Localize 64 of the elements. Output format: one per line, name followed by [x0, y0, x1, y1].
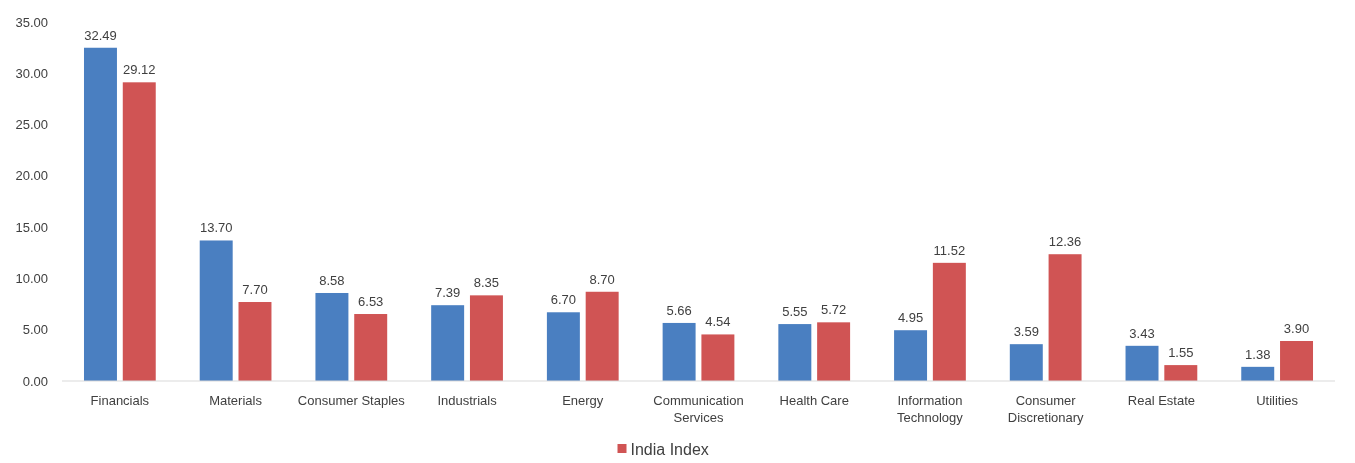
- y-tick-label: 5.00: [22, 322, 48, 338]
- x-tick-label: Communication Services: [653, 393, 744, 425]
- y-tick-label: 25.00: [15, 117, 48, 133]
- bar: [431, 305, 465, 381]
- x-tick-label: Information Technology: [897, 393, 964, 425]
- bar: [546, 312, 580, 381]
- bar: [1241, 366, 1275, 381]
- x-tick-label: Health Care: [779, 393, 849, 408]
- bar: [817, 322, 851, 381]
- text: 3.43: [1129, 325, 1155, 341]
- y-tick-label: 30.00: [15, 65, 48, 81]
- text: 5.55: [782, 304, 808, 320]
- bar: [1009, 344, 1043, 381]
- bar: [122, 82, 156, 381]
- bar: [932, 262, 966, 381]
- text: 7.39: [435, 285, 461, 301]
- text: 3.59: [1013, 324, 1039, 340]
- x-tick-label: Real Estate: [1127, 393, 1196, 408]
- bar: [701, 334, 735, 381]
- bar: [894, 330, 928, 381]
- bar: [1164, 365, 1198, 381]
- bar: [238, 302, 272, 381]
- bar: [83, 47, 117, 381]
- text: 8.70: [589, 271, 615, 287]
- bar: [469, 295, 503, 381]
- text: 4.54: [705, 314, 731, 330]
- text: 7.70: [242, 282, 268, 298]
- x-tick-label: Energy: [562, 393, 604, 408]
- bar: [662, 322, 696, 381]
- bar: [354, 314, 388, 381]
- text: 8.58: [319, 272, 345, 288]
- y-tick-label: 0.00: [22, 373, 48, 389]
- text: 3.90: [1283, 321, 1310, 336]
- y-tick-label: 35.00: [15, 14, 48, 30]
- text: 1.38: [1245, 346, 1271, 362]
- text: 8.35: [473, 275, 500, 291]
- y-tick-label: 20.00: [15, 168, 48, 184]
- text: 5.72: [820, 302, 847, 318]
- text: 4.95: [897, 310, 924, 326]
- x-tick-label: Financials: [90, 393, 150, 408]
- bar: [315, 292, 349, 381]
- y-tick-label: 10.00: [15, 270, 48, 286]
- bar: [1280, 341, 1314, 381]
- x-tick-label: Materials: [209, 393, 263, 408]
- bar: [1048, 254, 1082, 381]
- text: 6.70: [550, 292, 577, 308]
- bar: [1125, 345, 1159, 381]
- x-tick-label: Utilities: [1256, 393, 1299, 408]
- bar: [778, 324, 812, 381]
- bar: [199, 240, 233, 381]
- text: 32.49: [84, 27, 117, 43]
- x-tick-label: Consumer Discretionary: [1007, 393, 1085, 425]
- legend-label: India Index: [630, 440, 709, 458]
- text: 6.53: [358, 294, 384, 310]
- x-tick-label: Industrials: [437, 393, 498, 408]
- text: 5.66: [666, 302, 692, 318]
- text: 11.52: [933, 242, 966, 258]
- y-tick-label: 15.00: [15, 219, 48, 235]
- text: 29.12: [122, 62, 156, 78]
- x-tick-label: Consumer Staples: [297, 393, 406, 408]
- bar: [585, 291, 619, 381]
- text: 13.70: [199, 220, 233, 236]
- text: 12.36: [1048, 234, 1082, 250]
- text: 1.55: [1168, 345, 1194, 361]
